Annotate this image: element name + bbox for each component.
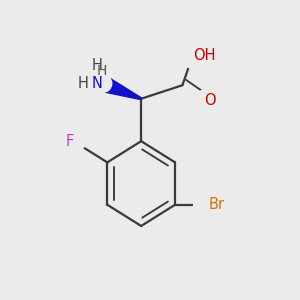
Text: Br: Br <box>209 197 225 212</box>
Text: H: H <box>92 58 102 73</box>
Text: N: N <box>92 76 103 91</box>
Text: O: O <box>205 93 216 108</box>
Text: H: H <box>96 64 106 78</box>
Circle shape <box>194 190 224 220</box>
Circle shape <box>180 44 205 68</box>
Text: H: H <box>77 76 88 91</box>
Polygon shape <box>100 76 142 100</box>
Text: OH: OH <box>193 48 215 63</box>
Circle shape <box>94 75 112 92</box>
Circle shape <box>194 90 215 111</box>
Circle shape <box>62 129 85 153</box>
Text: F: F <box>65 134 74 149</box>
